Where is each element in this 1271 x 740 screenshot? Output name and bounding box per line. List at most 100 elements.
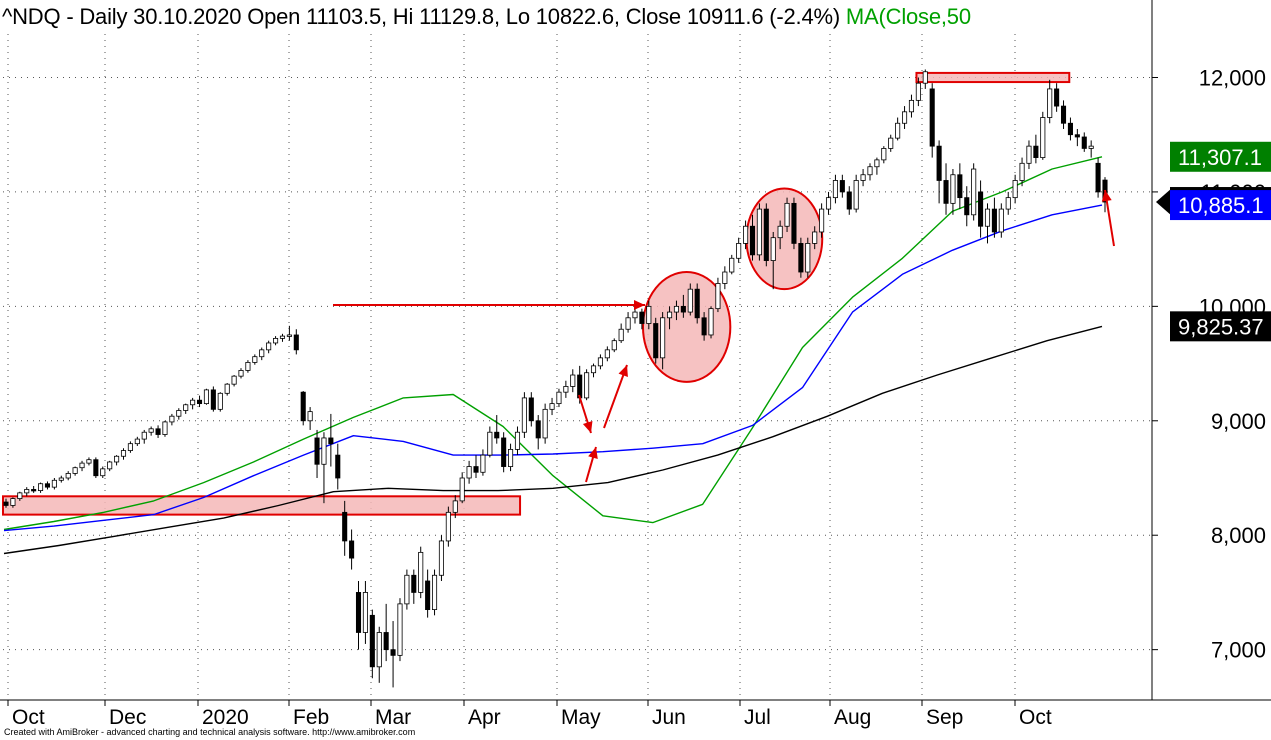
candle bbox=[10, 497, 16, 508]
candle-body bbox=[355, 592, 362, 633]
candle-body bbox=[1005, 197, 1011, 210]
breakout-arrow-head bbox=[634, 300, 645, 310]
candle-body bbox=[148, 428, 154, 433]
candle-body bbox=[542, 408, 548, 439]
candle bbox=[58, 475, 64, 483]
candle-body bbox=[79, 462, 85, 469]
candle bbox=[300, 391, 306, 426]
moving-average-line-0 bbox=[3, 156, 1103, 531]
candle-body bbox=[238, 370, 244, 377]
candle-body bbox=[501, 437, 507, 467]
candle bbox=[895, 117, 901, 141]
candle bbox=[390, 621, 396, 688]
candle-body bbox=[584, 372, 590, 399]
indicator-label: MA(Close,50 bbox=[845, 4, 971, 29]
candle-body bbox=[210, 389, 216, 410]
candle-body bbox=[203, 389, 209, 405]
candle-body bbox=[418, 551, 424, 593]
candle bbox=[487, 426, 493, 458]
candle-body bbox=[743, 225, 749, 244]
candle-body bbox=[888, 137, 894, 149]
candle bbox=[438, 535, 444, 581]
candle-body bbox=[328, 437, 334, 445]
candle-body bbox=[902, 111, 908, 124]
candle bbox=[431, 569, 438, 616]
candle bbox=[922, 69, 928, 89]
candle-body bbox=[812, 231, 818, 244]
candle-body bbox=[1019, 162, 1025, 181]
candle bbox=[646, 300, 652, 330]
candle bbox=[44, 481, 51, 490]
candle-body bbox=[404, 574, 410, 605]
candle-body bbox=[673, 305, 680, 313]
candle-body bbox=[273, 337, 279, 344]
candle bbox=[715, 277, 721, 313]
candle-body bbox=[86, 459, 92, 464]
candle bbox=[673, 300, 680, 321]
candle bbox=[72, 466, 78, 476]
candle bbox=[1005, 191, 1011, 215]
candle-body bbox=[314, 437, 320, 465]
candle bbox=[494, 415, 500, 444]
candle bbox=[556, 388, 562, 408]
candle bbox=[888, 134, 894, 152]
candle-body bbox=[646, 305, 652, 324]
candle bbox=[964, 186, 970, 227]
candle bbox=[936, 140, 942, 204]
candle bbox=[445, 506, 451, 547]
candle bbox=[777, 220, 783, 250]
candle bbox=[1081, 132, 1087, 152]
candle-body bbox=[162, 421, 168, 435]
candle-body bbox=[798, 243, 804, 273]
bounce-arrow-1-head bbox=[588, 447, 598, 459]
candle bbox=[411, 569, 417, 604]
candle bbox=[93, 457, 99, 478]
candle bbox=[328, 413, 334, 467]
candle-body bbox=[577, 374, 583, 399]
candle-body bbox=[44, 483, 51, 488]
candle-body bbox=[825, 197, 832, 210]
candle-body bbox=[929, 88, 935, 147]
candle-body bbox=[749, 225, 756, 256]
candle-body bbox=[922, 71, 928, 84]
candle-body bbox=[770, 237, 776, 261]
candle bbox=[660, 312, 666, 370]
candle-body bbox=[632, 311, 638, 319]
candle-body bbox=[1088, 145, 1094, 149]
candle bbox=[501, 432, 507, 473]
candle bbox=[141, 429, 147, 444]
candle bbox=[1040, 111, 1046, 160]
breakout-arrow bbox=[333, 300, 645, 310]
candle bbox=[611, 338, 617, 353]
candle-body bbox=[964, 197, 970, 216]
candle-body bbox=[190, 399, 196, 406]
current-arrow-head bbox=[1101, 190, 1112, 202]
candle bbox=[1088, 140, 1094, 158]
candle bbox=[169, 413, 175, 426]
candle bbox=[625, 312, 631, 333]
candle bbox=[355, 580, 362, 650]
moving-average-line-2 bbox=[3, 325, 1103, 555]
candle-body bbox=[452, 500, 458, 513]
candle-body bbox=[120, 450, 127, 457]
candle bbox=[722, 266, 728, 290]
candle-body bbox=[217, 392, 223, 410]
candle-body bbox=[639, 311, 645, 324]
candle-body bbox=[169, 415, 175, 423]
candle bbox=[770, 231, 776, 290]
candle-body bbox=[874, 159, 880, 168]
value-label-box bbox=[1170, 141, 1271, 172]
candle-body bbox=[984, 208, 991, 227]
candle-body bbox=[1095, 162, 1101, 193]
support-zone bbox=[2, 495, 522, 516]
candle bbox=[459, 472, 465, 504]
moving-average-line-1 bbox=[3, 204, 1103, 532]
candle-body bbox=[667, 311, 673, 319]
candle-body bbox=[957, 174, 963, 199]
x-tick-label: May bbox=[561, 706, 601, 729]
candle-body bbox=[127, 443, 133, 451]
candle-body bbox=[335, 454, 341, 479]
candle bbox=[397, 598, 403, 662]
candle-body bbox=[17, 492, 23, 499]
